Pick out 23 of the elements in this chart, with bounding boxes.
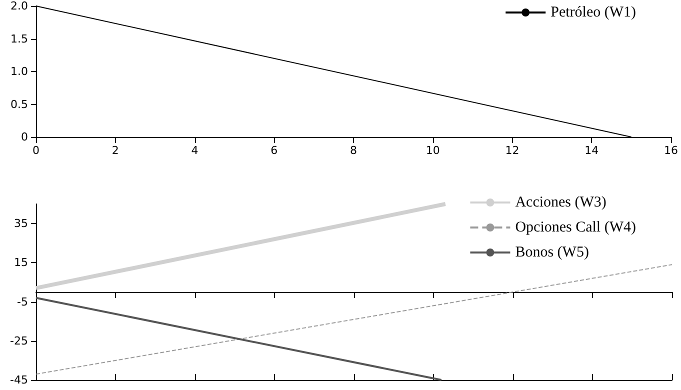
y-tick-label: -5 [17, 295, 28, 308]
x-tick-label: 14 [584, 144, 599, 157]
legend-label: Bonos (W5) [515, 244, 589, 260]
y-tick-label: 2.0 [10, 0, 28, 12]
x-tick-label: 4 [191, 144, 198, 157]
x-tick-label: 6 [270, 144, 278, 157]
y-tick-label: 35 [14, 217, 28, 230]
x-tick-label: 16 [664, 144, 678, 157]
x-tick-label: 10 [426, 144, 440, 157]
y-tick-label: 1.0 [10, 65, 28, 78]
x-tick-label: 12 [505, 144, 520, 157]
x-tick-label: 2 [112, 144, 119, 157]
y-tick-label: 1.5 [10, 32, 28, 46]
y-tick-label: -25 [10, 334, 28, 348]
legend-label: Petróleo (W1) [550, 4, 636, 20]
y-tick-label: 0 [21, 130, 28, 144]
legend-label: Acciones (W3) [515, 194, 606, 210]
y-tick-label: 15 [14, 256, 28, 270]
legend-label: Opciones Call (W4) [515, 220, 636, 236]
x-tick-label: 8 [350, 144, 357, 157]
x-tick-label: 0 [32, 144, 40, 157]
y-tick-label: -45 [10, 374, 28, 386]
y-tick-label: 0.5 [10, 98, 28, 111]
